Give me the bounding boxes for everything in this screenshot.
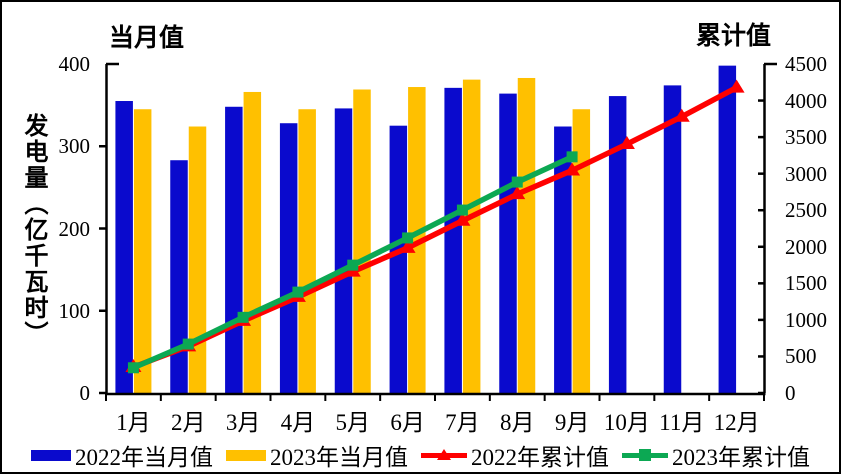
bar [444, 87, 462, 393]
x-category-label: 8月 [500, 410, 535, 435]
x-category-label: 4月 [280, 410, 316, 435]
square-marker [237, 311, 249, 323]
x-category-label: 12月 [713, 410, 760, 435]
triangle-marker [454, 212, 471, 226]
right-tick-label: 4500 [785, 52, 827, 76]
x-category-label: 7月 [445, 410, 480, 435]
x-category-label: 10月 [603, 410, 650, 435]
square-marker [127, 362, 139, 374]
right-axis-title: 累计值 [696, 23, 772, 50]
x-category-label: 5月 [335, 410, 371, 435]
left-tick-label: 200 [58, 216, 91, 241]
bar [353, 89, 371, 393]
bar [499, 93, 517, 394]
right-tick-label: 1500 [785, 271, 827, 296]
bar [298, 109, 316, 394]
right-tick-label: 3000 [785, 161, 827, 186]
square-marker [182, 338, 194, 350]
bar [279, 123, 298, 393]
right-tick-label: 500 [785, 344, 817, 369]
right-tick-label: 2500 [785, 198, 827, 223]
bar [572, 109, 591, 394]
left-tick-label: 0 [79, 381, 91, 405]
triangle-marker [673, 108, 690, 122]
bar [663, 85, 682, 393]
x-category-label: 2月 [171, 410, 206, 435]
square-marker [292, 286, 304, 298]
legend-triangle-marker [437, 449, 451, 460]
bar [188, 126, 207, 393]
bar [408, 87, 426, 393]
right-tick-label: 2000 [785, 234, 827, 259]
legend-square-marker [639, 449, 651, 461]
triangle-marker [509, 186, 526, 200]
square-marker [402, 232, 414, 244]
left-axis-title: 当月值 [109, 25, 185, 52]
legend-item: 2022年当月值 [31, 438, 213, 472]
triangle-marker [618, 136, 635, 150]
line [132, 85, 738, 370]
legend-label: 2022年当月值 [75, 445, 213, 470]
bar [334, 108, 353, 393]
bar [225, 106, 243, 394]
right-tick-label: 4000 [785, 88, 827, 113]
bar [115, 101, 133, 393]
bar [517, 77, 536, 394]
legend-item: 2023年当月值 [226, 438, 408, 472]
legend-label: 2022年累计值 [471, 445, 609, 470]
square-marker [456, 204, 468, 216]
legend-bar-swatch [31, 449, 71, 461]
bar [608, 96, 627, 393]
triangle-marker [564, 162, 581, 176]
triangle-marker [728, 79, 745, 93]
bar [243, 91, 262, 393]
left-tick-label: 100 [58, 298, 91, 323]
bar [389, 125, 408, 393]
legend-bar-swatch [226, 449, 266, 461]
legend-label: 2023年累计值 [672, 445, 810, 470]
bar [718, 65, 737, 393]
x-category-label: 1月 [116, 410, 151, 435]
bar [133, 109, 152, 394]
bar [462, 79, 481, 393]
square-marker [566, 151, 578, 163]
triangle-marker [399, 239, 416, 253]
chart-legend: 2022年当月值 2023年当月值 2022年累计值 2023年累计值 [2, 440, 839, 470]
legend-line-marker-swatch [421, 447, 467, 463]
right-tick-label: 3500 [785, 125, 827, 150]
x-category-label: 9月 [554, 410, 590, 435]
square-marker [511, 176, 523, 188]
legend-label: 2023年当月值 [270, 445, 408, 470]
x-category-label: 11月 [659, 410, 705, 435]
left-tick-label: 300 [58, 134, 91, 159]
left-tick-label: 400 [58, 52, 91, 76]
bar [554, 126, 572, 393]
bar [170, 160, 188, 393]
x-category-label: 6月 [390, 410, 425, 435]
legend-item: 2023年累计值 [622, 438, 810, 472]
legend-line-marker-swatch [622, 447, 668, 463]
square-marker [347, 259, 359, 271]
right-tick-label: 1000 [785, 307, 827, 332]
x-category-label: 3月 [225, 410, 261, 435]
y-axis-label: 发电量（亿千瓦时） [20, 113, 46, 347]
right-tick-label: 0 [785, 381, 796, 405]
legend-item: 2022年累计值 [421, 438, 609, 472]
